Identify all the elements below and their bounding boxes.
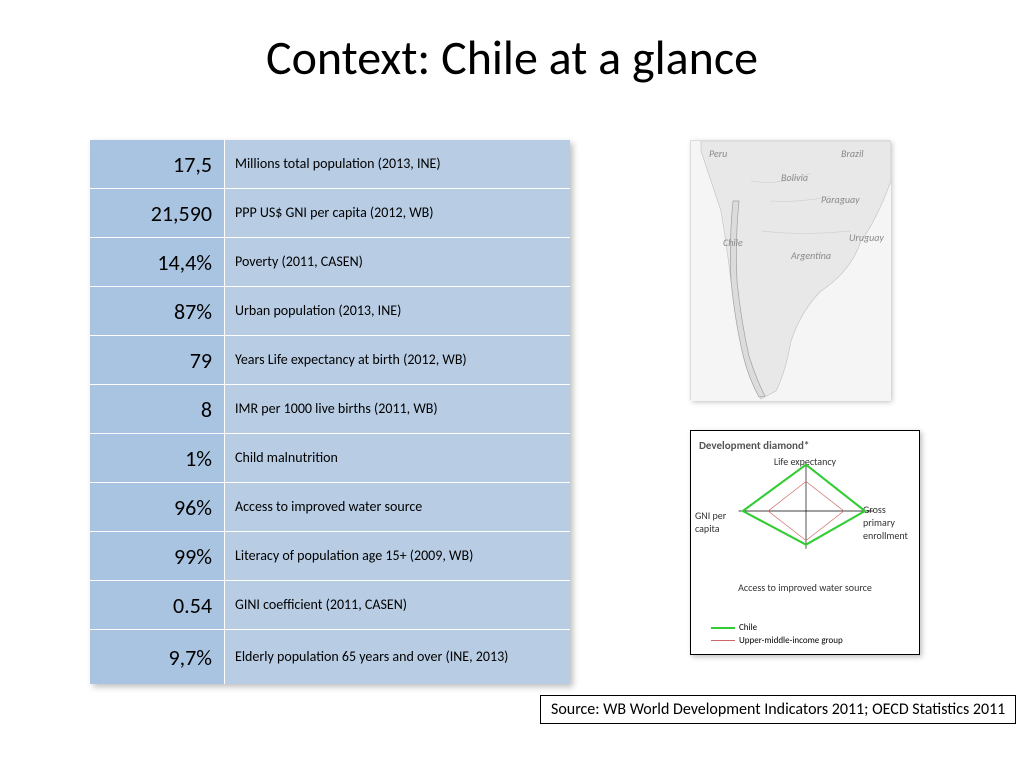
stats-value: 21,590 [90,189,225,237]
map-label-argentina: Argentina [791,249,831,262]
stats-row: 96%Access to improved water source [90,483,570,532]
legend-swatch [711,640,735,641]
diamond-svg [699,431,913,591]
development-diamond-chart: Development diamond* Life expectancy GNI… [690,430,920,655]
stats-label: PPP US$ GNI per capita (2012, WB) [225,189,570,237]
stats-label: Years Life expectancy at birth (2012, WB… [225,336,570,384]
map-label-peru: Peru [709,147,727,160]
stats-row: 8IMR per 1000 live births (2011, WB) [90,385,570,434]
stats-value: 99% [90,532,225,580]
legend-item: Upper-middle-income group [711,635,843,646]
stats-label: Child malnutrition [225,434,570,482]
map-label-bolivia: Bolivia [781,171,808,184]
legend-swatch [711,627,735,629]
diamond-legend: Chile Upper-middle-income group [711,620,843,646]
stats-label: Urban population (2013, INE) [225,287,570,335]
stats-row: 14,4%Poverty (2011, CASEN) [90,238,570,287]
stats-value: 9,7% [90,630,225,684]
stats-row: 1%Child malnutrition [90,434,570,483]
legend-label: Chile [739,622,757,633]
source-caption: Source: WB World Development Indicators … [540,695,1016,724]
stats-table: 17,5Millions total population (2013, INE… [90,140,570,684]
stats-row: 79Years Life expectancy at birth (2012, … [90,336,570,385]
stats-label: Millions total population (2013, INE) [225,140,570,188]
map-label-paraguay: Paraguay [821,193,860,206]
stats-label: Literacy of population age 15+ (2009, WB… [225,532,570,580]
stats-value: 87% [90,287,225,335]
stats-row: 9,7%Elderly population 65 years and over… [90,630,570,684]
stats-value: 0.54 [90,581,225,629]
stats-row: 0.54GINI coefficient (2011, CASEN) [90,581,570,630]
stats-value: 96% [90,483,225,531]
stats-row: 99%Literacy of population age 15+ (2009,… [90,532,570,581]
stats-label: GINI coefficient (2011, CASEN) [225,581,570,629]
map-label-chile: Chile [723,236,743,249]
map-label-uruguay: Uruguay [849,231,884,244]
stats-label: Access to improved water source [225,483,570,531]
slide-title: Context: Chile at a glance [0,28,1024,87]
stats-label: Elderly population 65 years and over (IN… [225,630,570,684]
map-label-brazil: Brazil [841,147,864,160]
slide: Context: Chile at a glance 17,5Millions … [0,0,1024,768]
stats-value: 79 [90,336,225,384]
stats-label: IMR per 1000 live births (2011, WB) [225,385,570,433]
stats-row: 17,5Millions total population (2013, INE… [90,140,570,189]
legend-label: Upper-middle-income group [739,635,843,646]
stats-row: 87%Urban population (2013, INE) [90,287,570,336]
stats-label: Poverty (2011, CASEN) [225,238,570,286]
stats-value: 14,4% [90,238,225,286]
stats-value: 8 [90,385,225,433]
stats-value: 1% [90,434,225,482]
stats-value: 17,5 [90,140,225,188]
stats-row: 21,590PPP US$ GNI per capita (2012, WB) [90,189,570,238]
map-south-america: Peru Brazil Bolivia Paraguay Chile Argen… [690,140,890,400]
legend-item: Chile [711,622,843,633]
